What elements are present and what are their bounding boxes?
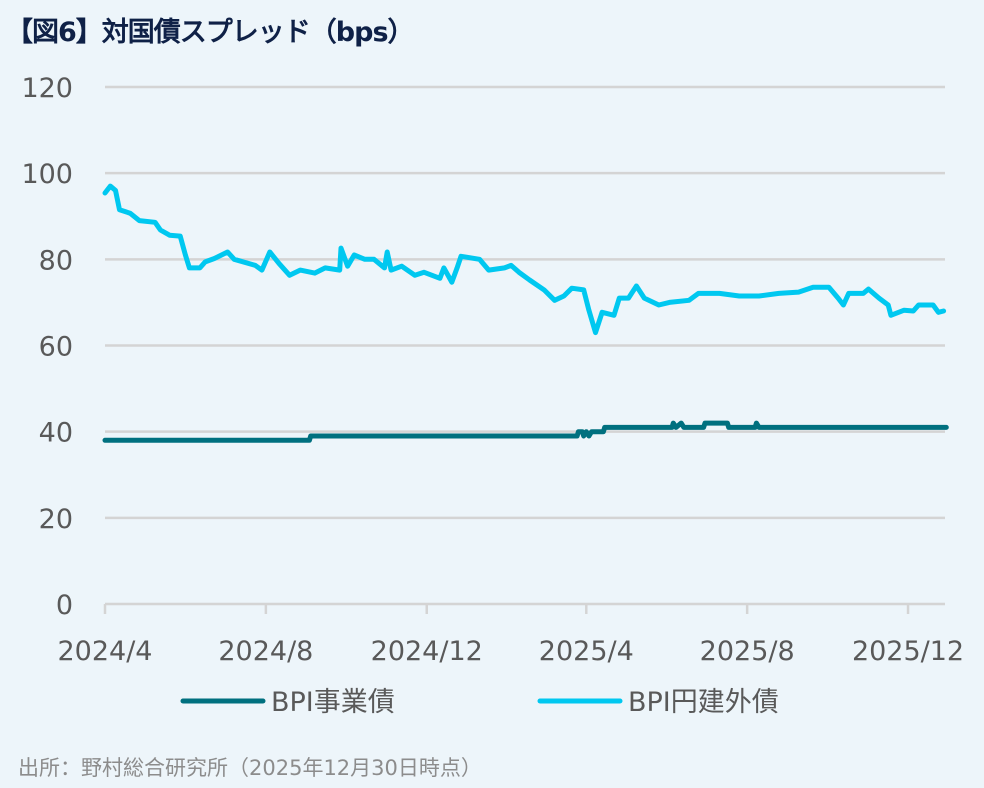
y-tick-label: 100 <box>21 159 73 190</box>
x-tick-label: 2025/4 <box>539 636 634 667</box>
series-line-2 <box>102 183 947 336</box>
series-lines <box>102 183 949 443</box>
source-note: 出所：野村総合研究所（2025年12月30日時点） <box>18 756 482 780</box>
x-tick-label: 2024/4 <box>58 636 153 667</box>
y-tick-label: 120 <box>21 73 73 104</box>
y-tick-label: 40 <box>39 418 73 449</box>
y-axis-ticks: 0 20 40 60 80 100 120 <box>21 73 73 621</box>
y-tick-label: 0 <box>56 590 73 621</box>
x-tick-label: 2024/12 <box>371 636 483 667</box>
y-tick-label: 80 <box>39 245 73 276</box>
x-tick-label: 2025/12 <box>852 636 964 667</box>
gridlines <box>105 85 945 520</box>
legend-label: BPI円建外債 <box>628 687 779 718</box>
chart-title: 【図6】対国債スプレッド（bps） <box>6 17 415 48</box>
x-axis: 2024/4 2024/8 2024/12 2025/4 2025/8 2025/12 <box>58 602 964 667</box>
y-tick-label: 60 <box>39 332 73 363</box>
y-tick-label: 20 <box>39 504 73 535</box>
x-tick-label: 2025/8 <box>700 636 795 667</box>
series-line-1 <box>102 420 949 443</box>
x-tick-label: 2024/8 <box>218 636 313 667</box>
legend: BPI事業債 BPI円建外債 <box>180 687 779 718</box>
legend-label: BPI事業債 <box>271 687 395 718</box>
